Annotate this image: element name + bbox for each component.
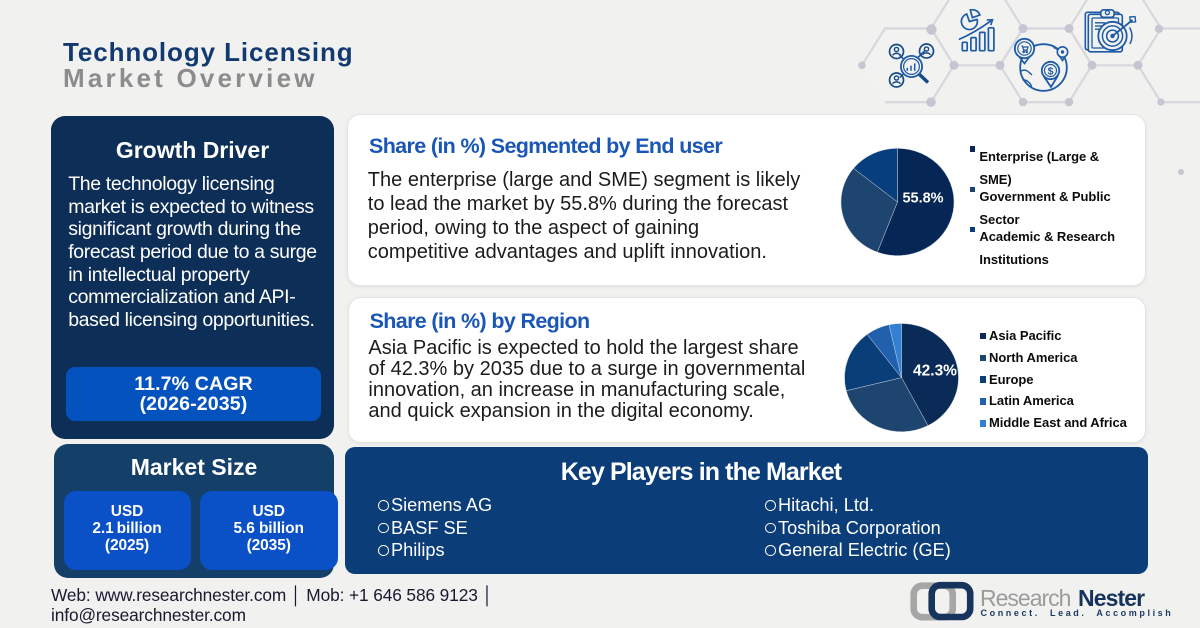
svg-text:42.3%: 42.3% [913, 363, 957, 380]
svg-text:55.8%: 55.8% [902, 191, 943, 207]
svg-text:$: $ [1048, 65, 1054, 77]
